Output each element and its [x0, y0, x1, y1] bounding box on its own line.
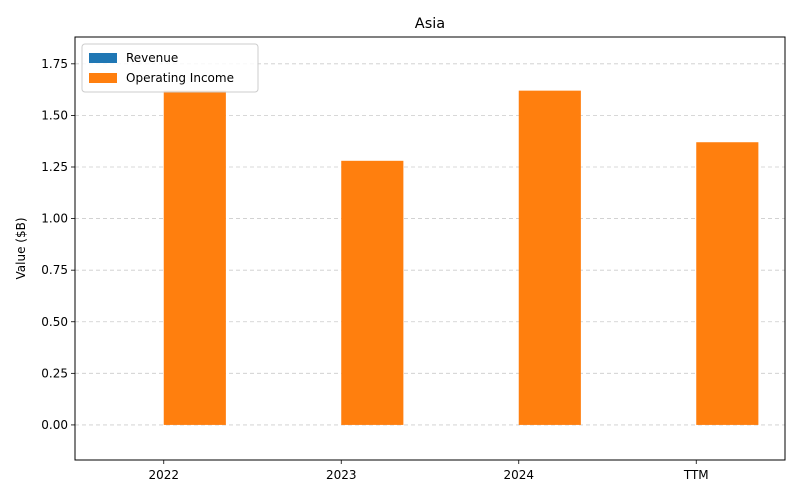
y-tick-label: 0.75 [41, 263, 68, 277]
y-tick-label: 1.75 [41, 57, 68, 71]
y-tick-label: 1.50 [41, 108, 68, 122]
bar-operating-income-2024 [518, 90, 581, 425]
x-tick-label: 2022 [148, 468, 179, 482]
y-axis: 0.00 0.25 0.50 0.75 1.00 1.25 1.50 1.75 [41, 57, 75, 432]
x-tick-label: TTM [683, 468, 709, 482]
y-axis-label: Value ($B) [14, 218, 28, 280]
x-tick-label: 2023 [326, 468, 357, 482]
legend: Revenue Operating Income [81, 43, 259, 93]
x-axis: 2022 2023 2024 TTM [148, 460, 709, 482]
bars [163, 90, 759, 425]
legend-label: Operating Income [126, 71, 234, 85]
plot-frame [74, 36, 786, 461]
legend-box [81, 43, 259, 93]
y-tick-label: 1.25 [41, 160, 68, 174]
y-tick-label: 1.00 [41, 212, 68, 226]
legend-label: Revenue [126, 51, 178, 65]
chart-title: Asia [415, 16, 445, 32]
y-tick-label: 0.25 [41, 366, 68, 380]
bar-operating-income-2022 [163, 90, 226, 425]
bar-operating-income-ttm [696, 142, 759, 425]
y-tick-label: 0.00 [41, 418, 68, 432]
gridlines [75, 63, 785, 426]
legend-swatch [89, 53, 117, 63]
bar-operating-income-2023 [341, 160, 404, 425]
y-tick-label: 0.50 [41, 315, 68, 329]
x-tick-label: 2024 [503, 468, 534, 482]
legend-swatch [89, 73, 117, 83]
